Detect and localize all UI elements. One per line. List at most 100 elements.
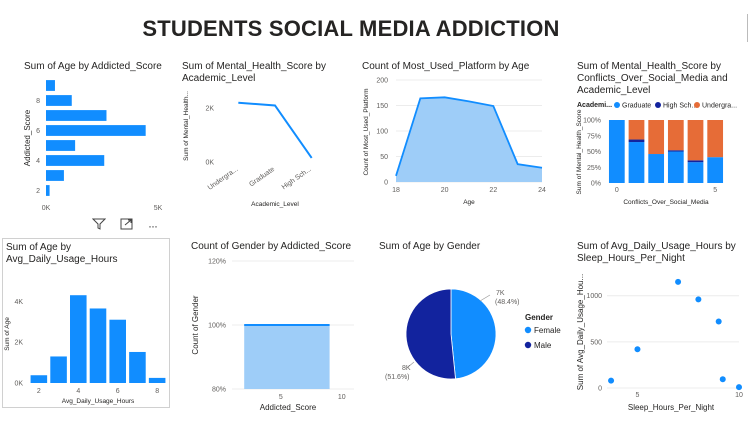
bar — [46, 155, 105, 166]
x-tick-label: Graduate — [248, 166, 276, 189]
y-tick-label: 200 — [376, 78, 388, 85]
bar — [129, 351, 146, 383]
y-tick-label: 2K — [205, 106, 214, 113]
y-tick-label: 150 — [376, 103, 388, 110]
y-tick-label: 0K — [205, 160, 214, 167]
bar — [50, 356, 67, 383]
x-tick-label: 24 — [538, 187, 546, 194]
y-tick-label: 0K — [14, 381, 23, 388]
chart-usage-hours-by-sleep-hours[interactable]: Sum of Avg_Daily_Usage_Hours by Sleep_Ho… — [575, 238, 747, 418]
y-tick-label: 100 — [376, 129, 388, 136]
bar — [46, 110, 107, 121]
legend-title: Academi... — [577, 102, 612, 109]
chart-svg: 7K (48.4%) 8K (51.6%) Gender Female Male — [385, 288, 561, 381]
stacked-bar-segment — [648, 154, 665, 183]
y-axis-label: Sum of Mental_Health_Score — [576, 109, 583, 194]
legend-marker — [524, 326, 532, 334]
chart-mental-health-by-academic-level[interactable]: Sum of Mental_Health_Score by Academic_L… — [180, 58, 360, 218]
chart-svg: 80% 100% 120% 5 10 Addicted_Score Count of Gen… — [191, 259, 354, 412]
x-tick-label: 10 — [338, 394, 346, 401]
x-tick-label: 2 — [37, 388, 41, 395]
y-tick-label: 8 — [36, 98, 40, 105]
chart-age-by-addicted-score[interactable]: Sum of Age by Addicted_Score 2 4 6 8 0K 5K Add… — [0, 58, 180, 218]
x-tick-label: Undergra... — [207, 166, 240, 192]
label-leader-line — [479, 294, 491, 302]
stacked-bar-segment — [687, 160, 704, 163]
pie-slice — [450, 288, 497, 380]
x-tick-label: 10 — [735, 392, 743, 399]
x-axis-label: Conflicts_Over_Social_Media — [623, 199, 709, 206]
bar — [46, 185, 50, 196]
more-options-icon[interactable]: ··· — [148, 219, 158, 233]
data-label-value: 8K — [402, 365, 411, 372]
bar — [89, 308, 107, 383]
y-tick-label: 0 — [384, 180, 388, 187]
y-tick-label: 2K — [14, 340, 23, 347]
y-axis-label: Count of Gender — [191, 295, 200, 354]
y-axis-label: Sum of Mental_Health... — [183, 91, 190, 161]
x-axis-label: Sleep_Hours_Per_Night — [628, 403, 715, 412]
stacked-bar-segment — [648, 120, 665, 155]
scatter-point — [719, 376, 726, 383]
chart-mental-health-by-conflicts[interactable]: Sum of Mental_Health_Score by Conflicts_… — [575, 58, 747, 218]
chart-svg: 0 50 100 150 200 18 20 22 24 Age Count of Most_Use… — [363, 78, 546, 207]
x-tick-label: 5 — [279, 394, 283, 401]
y-tick-label: 6 — [36, 128, 40, 135]
report-title: STUDENTS SOCIAL MEDIA ADDICTION — [142, 16, 560, 41]
chart-title: Sum of Avg_Daily_Usage_Hours by Sleep_Ho… — [577, 241, 736, 264]
chart-title: Sum of Age by Addicted_Score — [24, 61, 162, 72]
legend-marker — [694, 102, 700, 108]
legend-label: Male — [534, 341, 552, 350]
bar — [109, 319, 126, 383]
stacked-bar-segment — [687, 120, 704, 161]
chart-age-by-gender[interactable]: Sum of Age by Gender 7K (48.4%) 8K (51.6%) G… — [376, 238, 576, 418]
bar — [46, 95, 72, 106]
y-tick-label: 500 — [590, 339, 602, 346]
legend-marker — [524, 341, 532, 349]
bar — [46, 80, 55, 91]
x-tick-label: 5 — [636, 392, 640, 399]
x-tick-label: High Sch... — [281, 166, 313, 191]
y-tick-label: 120% — [208, 259, 226, 266]
x-tick-label: 4 — [76, 388, 80, 395]
chart-svg: 0K 2K Undergra... Graduate High Sch... Academ… — [183, 91, 313, 208]
stacked-bar-segment — [608, 120, 625, 183]
legend-title: Gender — [525, 313, 553, 322]
stacked-bar-segment — [628, 120, 645, 140]
chart-title: Count of Gender by Addicted_Score — [191, 241, 352, 252]
bar — [46, 140, 76, 151]
chart-platform-count-by-age[interactable]: Count of Most_Used_Platform by Age 0 50 10… — [360, 58, 560, 218]
chart-svg: 0K 2K 4K 2 4 6 8 Avg_Daily_Usage_Hours Sum of Ag… — [4, 295, 166, 405]
y-tick-label: 75% — [587, 133, 601, 140]
chart-svg: 0 500 1000 5 10 Sleep_Hours_Per_Night Sum of A… — [576, 274, 743, 412]
y-tick-label: 100% — [583, 118, 601, 125]
y-axis-label: Count of Most_Used_Platform — [363, 88, 370, 175]
y-axis-label: Sum of Avg_Daily_Usage_Hou... — [576, 274, 585, 390]
chart-age-by-usage-hours[interactable]: Sum of Age by Avg_Daily_Usage_Hours 0K 2K… — [2, 238, 170, 408]
series-line — [395, 96, 543, 177]
x-tick-label: 22 — [489, 187, 497, 194]
series-line — [238, 101, 313, 159]
focus-mode-icon[interactable] — [120, 218, 134, 233]
data-label-percent: (48.4%) — [495, 299, 520, 306]
legend-label: High Sch... — [663, 103, 697, 110]
bar — [46, 170, 64, 181]
y-tick-label: 0% — [591, 181, 601, 188]
y-tick-label: 80% — [212, 387, 226, 394]
x-tick-label: 0 — [615, 187, 619, 194]
bar — [148, 377, 166, 383]
scatter-point — [608, 377, 615, 384]
chart-gender-count-by-addicted-score[interactable]: Count of Gender by Addicted_Score 80% 100… — [188, 238, 358, 418]
bar — [70, 295, 87, 383]
scatter-point — [715, 318, 722, 325]
x-axis-label: Addicted_Score — [260, 403, 317, 412]
y-tick-label: 4K — [14, 299, 23, 306]
area-fill — [396, 97, 542, 182]
y-tick-label: 2 — [36, 188, 40, 195]
chart-title: Sum of Mental_Health_Score by Conflicts_… — [577, 61, 728, 96]
y-tick-label: 1000 — [586, 293, 602, 300]
filter-icon[interactable] — [91, 218, 107, 233]
legend-label: Undergra... — [702, 103, 737, 110]
x-axis-label: Academic_Level — [251, 201, 299, 208]
scatter-point — [634, 346, 641, 353]
